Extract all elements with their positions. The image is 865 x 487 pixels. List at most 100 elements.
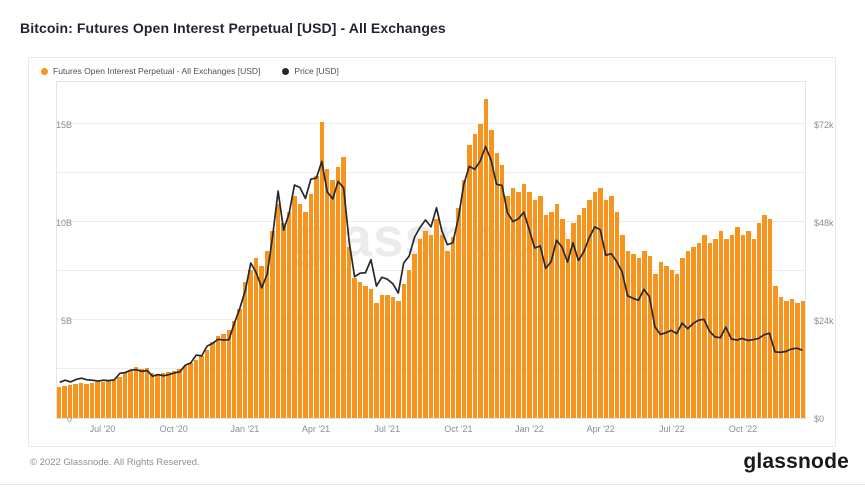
legend-item-price[interactable]: Price [USD]: [282, 66, 339, 76]
page-title: Bitcoin: Futures Open Interest Perpetual…: [20, 20, 446, 36]
open-interest-bar: [264, 250, 270, 418]
open-interest-bar: [461, 180, 467, 418]
open-interest-bar: [401, 283, 406, 418]
open-interest-bar: [505, 195, 510, 418]
open-interest-bar: [576, 215, 581, 418]
open-interest-bar: [281, 223, 286, 418]
open-interest-bar: [767, 219, 773, 418]
open-interest-bar: [417, 238, 423, 418]
open-interest-bar: [111, 380, 117, 418]
open-interest-bar: [527, 192, 532, 418]
legend-item-open-interest[interactable]: Futures Open Interest Perpetual - All Ex…: [41, 66, 260, 76]
glassnode-logo: glassnode: [743, 450, 849, 473]
open-interest-bar: [242, 281, 248, 418]
legend-label-price: Price [USD]: [294, 66, 339, 76]
open-interest-bar: [653, 273, 658, 418]
open-interest-bar: [346, 246, 352, 418]
x-axis-tick-label: Jul '20: [89, 424, 116, 434]
open-interest-bar: [341, 157, 346, 418]
x-axis-tick-label: Apr '22: [586, 424, 615, 434]
right-axis-tick-label: $24k: [814, 316, 834, 327]
left-axis-tick-label: 5B: [60, 316, 72, 327]
open-interest-bar: [67, 384, 73, 418]
open-interest-bar: [117, 377, 122, 418]
open-interest-bar: [795, 303, 800, 418]
open-interest-bar: [631, 254, 636, 418]
open-interest-bar: [106, 381, 111, 418]
open-interest-bar: [215, 336, 221, 418]
open-interest-bar: [232, 320, 237, 418]
open-interest-bar: [565, 238, 571, 418]
open-interest-bar: [423, 231, 428, 418]
legend-label-open-interest: Futures Open Interest Perpetual - All Ex…: [53, 66, 261, 76]
open-interest-bar: [521, 184, 527, 418]
open-interest-bar: [57, 386, 62, 418]
open-interest-bar: [428, 234, 434, 418]
plot-area: glassnode: [56, 81, 806, 419]
open-interest-bar: [582, 207, 587, 418]
open-interest-bar: [746, 231, 751, 418]
open-interest-bar: [396, 301, 401, 418]
x-axis-tick-label: Apr '21: [301, 424, 331, 434]
open-interest-bar: [587, 199, 592, 418]
open-interest-bar: [713, 238, 718, 418]
chart-legend: Futures Open Interest Perpetual - All Ex…: [41, 66, 339, 76]
open-interest-bar: [762, 215, 767, 418]
open-interest-bar: [385, 295, 390, 418]
open-interest-bar: [800, 301, 806, 418]
gridline: [57, 123, 805, 125]
open-interest-bar: [499, 164, 505, 418]
open-interest-bar: [614, 211, 620, 418]
copyright-text: © 2022 Glassnode. All Rights Reserved.: [30, 457, 200, 468]
open-interest-bar: [407, 269, 412, 418]
open-interest-bar: [253, 258, 259, 418]
open-interest-bar: [199, 355, 204, 418]
open-interest-bar: [84, 383, 89, 418]
open-interest-bar: [210, 342, 215, 418]
open-interest-bar: [554, 203, 560, 418]
open-interest-bar: [636, 258, 642, 418]
open-interest-bar: [78, 382, 84, 418]
open-interest-bar: [160, 373, 166, 418]
open-interest-bar: [696, 242, 702, 418]
open-interest-bar: [472, 133, 478, 418]
open-interest-bar: [560, 219, 565, 418]
open-interest-bar: [691, 246, 696, 418]
open-interest-bar: [363, 285, 368, 418]
open-interest-bar: [609, 195, 614, 418]
open-interest-bar: [314, 176, 319, 418]
open-interest-bar: [89, 382, 95, 418]
open-interest-bar: [625, 250, 631, 418]
open-interest-bar: [275, 203, 281, 418]
open-interest-bar: [592, 192, 598, 418]
x-axis-tick-label: Oct '22: [728, 424, 758, 434]
open-interest-bar: [144, 368, 149, 418]
open-interest-bar: [674, 273, 680, 418]
gridline: [57, 172, 805, 174]
open-interest-bar: [193, 359, 199, 418]
open-interest-bar: [149, 373, 155, 418]
open-interest-dot-icon: [41, 67, 48, 75]
open-interest-bar: [735, 227, 740, 418]
open-interest-bar: [571, 223, 576, 418]
open-interest-bar: [308, 194, 314, 418]
open-interest-bar: [478, 123, 483, 418]
open-interest-bar: [647, 256, 653, 418]
left-axis-tick-label: 10B: [55, 218, 72, 229]
open-interest-bar: [510, 188, 516, 418]
open-interest-bar: [171, 371, 177, 418]
open-interest-bar: [658, 262, 664, 418]
open-interest-bar: [664, 266, 669, 418]
open-interest-bar: [538, 195, 543, 418]
open-interest-bar: [374, 303, 379, 418]
open-interest-bar: [642, 250, 647, 418]
price-dot-icon: [282, 67, 290, 75]
open-interest-bar: [303, 211, 308, 418]
open-interest-bar: [784, 301, 789, 418]
open-interest-bar: [335, 166, 341, 418]
open-interest-bar: [603, 199, 609, 418]
open-interest-bar: [680, 258, 685, 418]
open-interest-bar: [685, 250, 691, 418]
open-interest-bar: [133, 367, 139, 418]
